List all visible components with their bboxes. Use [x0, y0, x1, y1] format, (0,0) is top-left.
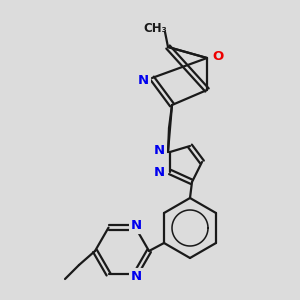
- Text: N: N: [131, 219, 142, 232]
- Text: CH₃: CH₃: [143, 22, 167, 34]
- Text: N: N: [154, 145, 165, 158]
- Text: N: N: [131, 270, 142, 283]
- Text: N: N: [154, 167, 165, 179]
- Text: O: O: [212, 50, 223, 62]
- Text: N: N: [138, 74, 149, 86]
